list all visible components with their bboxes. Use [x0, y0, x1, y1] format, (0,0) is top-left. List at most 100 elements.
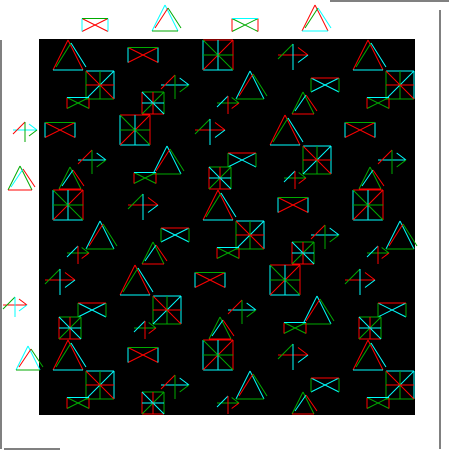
triangle-stack-edge [144, 244, 157, 262]
triangle-stack-edge [222, 319, 235, 337]
bowtie-edge [310, 377, 340, 393]
arrow-pair-edge [64, 279, 76, 288]
triangle-stack-edge [10, 168, 24, 188]
arrow-pair-edge [133, 320, 146, 333]
triangle-stack-edge [22, 168, 36, 188]
bowtie-edge [366, 397, 390, 409]
triangle-stack-edge [58, 166, 71, 190]
arrow-pair-edge [231, 102, 240, 109]
arrow-pair-edge [344, 268, 361, 285]
triangle-stack-edge [134, 264, 151, 296]
triangle-stack-edge [367, 39, 384, 71]
triangle-stack-edge [358, 166, 371, 190]
triangle-stack-edge [167, 7, 182, 29]
triangle-stack-edge [55, 42, 72, 68]
triangle-stack-edge [220, 192, 237, 218]
arrow-pair-edge [297, 347, 309, 356]
triangle-stack-edge [119, 264, 136, 296]
arrow-pair-edge [77, 149, 93, 165]
triangle-stack-edge [352, 339, 369, 371]
arrow-pair-edge [277, 43, 294, 60]
triangle-stack-edge [272, 117, 289, 143]
arrow-pair-edge [366, 245, 379, 258]
arrow-pair-edge [179, 84, 190, 93]
triangle-stack-edge [305, 394, 318, 412]
arrow-pair-edge [329, 234, 340, 243]
triangle-stack-edge [152, 145, 168, 175]
triangle-stack-edge [67, 339, 84, 371]
triangle-stack-edge [235, 70, 251, 100]
bowtie-edge [283, 322, 307, 334]
triangle-stack-edge [287, 117, 304, 143]
bowtie-edge [66, 97, 90, 109]
triangle-stack-edge [85, 220, 101, 250]
arrow-pair-edge [298, 177, 307, 184]
triangle-stack-edge [252, 73, 268, 97]
arrow-pair-edge [214, 122, 226, 131]
bowtie-edge [216, 247, 240, 259]
arrow-pair-edge [96, 159, 107, 168]
arrow-pair-edge [231, 402, 240, 409]
triangle-stack-edge [367, 339, 384, 371]
bowtie-edge [160, 227, 190, 243]
arrow-pair-edge [364, 279, 376, 288]
triangle-stack-edge [355, 342, 372, 368]
arrow-pair-edge [283, 170, 296, 183]
triangle-stack-edge [18, 348, 32, 368]
arrow-pair-edge [18, 298, 28, 306]
bowtie-edge [127, 47, 159, 63]
arrow-pair-edge [148, 327, 157, 334]
bowtie-edge [277, 197, 309, 213]
triangle-stack-edge [305, 298, 321, 322]
triangle-stack-edge [219, 316, 232, 340]
arrow-pair-edge [81, 252, 90, 259]
triangle-stack-edge [211, 319, 224, 337]
arrow-pair-edge [214, 129, 226, 138]
triangle-stack-edge [152, 241, 165, 265]
triangle-stack-edge [69, 166, 82, 190]
arrow-pair-edge [44, 268, 61, 285]
triangle-stack-edge [70, 42, 87, 68]
triangle-stack-edge [252, 373, 268, 397]
arrow-pair-edge [28, 129, 38, 137]
triangle-stack-edge [202, 189, 219, 221]
arrow-pair-edge [310, 224, 326, 240]
triangle-stack-edge [352, 39, 369, 71]
arrow-pair-edge [216, 95, 229, 108]
triangle-stack-edge [372, 169, 385, 187]
arrow-pair-edge [127, 193, 144, 210]
triangle-stack-edge [55, 342, 72, 368]
triangle-stack-edge [269, 114, 286, 146]
bowtie-edge [77, 302, 107, 318]
arrow-pair-edge [194, 118, 211, 135]
arrow-pair-edge [231, 97, 240, 104]
arrow-pair-edge [147, 197, 159, 206]
arrow-pair-edge [377, 149, 393, 165]
triangle-stack-edge [370, 42, 387, 68]
triangle-stack-edge [52, 339, 69, 371]
triangle-stack-edge [388, 223, 404, 247]
bowtie-edge [227, 152, 257, 168]
arrow-pair-edge [2, 296, 16, 310]
arrow-pair-edge [297, 54, 309, 63]
triangle-stack-edge [70, 342, 87, 368]
arrow-pair-edge [160, 374, 176, 390]
arrow-pair-edge [396, 152, 407, 161]
bowtie-edge [344, 122, 376, 138]
arrow-pair-edge [277, 343, 294, 360]
bowtie-edge [81, 18, 109, 32]
triangle-stack-edge [155, 148, 171, 172]
bowtie-edge [44, 122, 76, 138]
arrow-pair-edge [297, 47, 309, 56]
triangle-stack-edge [402, 223, 418, 247]
arrow-pair-edge [216, 395, 229, 408]
arrow-pair-edge [298, 172, 307, 179]
arrow-pair-edge [179, 384, 190, 393]
triangle-stack-edge [291, 391, 304, 415]
triangle-stack-edge [294, 94, 307, 112]
triangle-stack-edge [7, 165, 21, 191]
triangle-stack-edge [302, 295, 318, 325]
triangle-stack-edge [302, 391, 315, 415]
arrow-pair-edge [227, 299, 243, 315]
